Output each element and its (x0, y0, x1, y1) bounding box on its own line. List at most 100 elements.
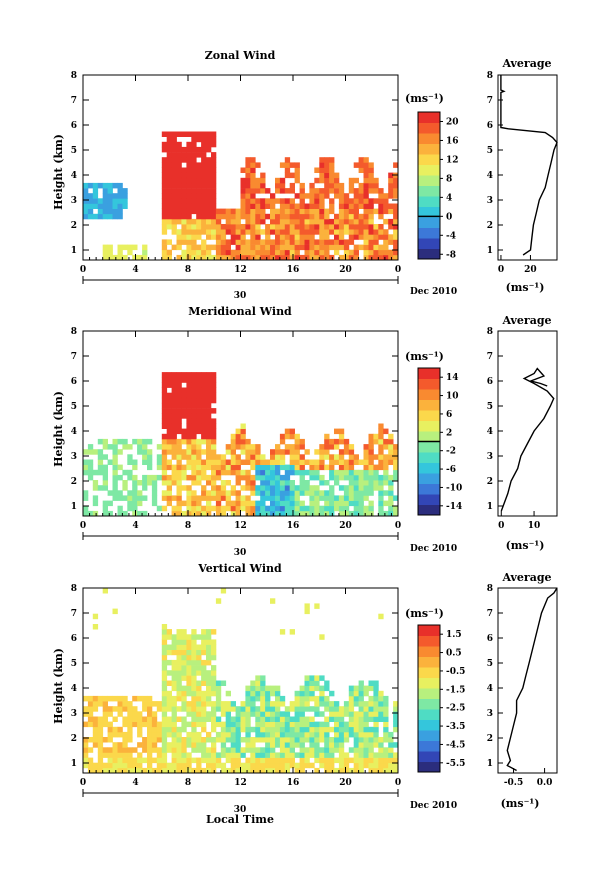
heatmap-cell (324, 182, 330, 189)
heatmap-cell (294, 239, 300, 245)
heatmap-cell (240, 224, 246, 230)
heatmap-cell (240, 193, 246, 199)
heatmap-cell (299, 510, 305, 517)
heatmap-cell (378, 229, 384, 235)
heatmap-cell (275, 737, 281, 743)
heatmap-cell (368, 510, 374, 517)
heatmap-cell (201, 438, 207, 445)
heatmap-cell (383, 459, 389, 465)
heatmap-cell (220, 239, 227, 245)
heatmap-cell (334, 239, 340, 245)
heatmap-cell (353, 690, 359, 697)
heatmap-cell (393, 244, 399, 251)
heatmap-cell (191, 654, 197, 661)
heatmap-cell (358, 218, 364, 225)
heatmap-cell (363, 737, 369, 743)
heatmap-cell (255, 459, 261, 465)
heatmap-cell (112, 495, 118, 501)
heatmap-cell (294, 495, 300, 501)
heatmap-cell (181, 438, 187, 445)
heatmap-cell (353, 762, 359, 769)
heatmap-cell (245, 444, 251, 450)
heatmap-cell (270, 747, 276, 753)
heatmap-cell (289, 454, 295, 460)
heatmap-cell (309, 742, 315, 748)
heatmap-cell (250, 229, 256, 235)
heatmap-cell (270, 500, 276, 507)
heatmap-cell (279, 711, 286, 717)
heatmap-cell (171, 198, 177, 204)
heatmap-cell (186, 474, 192, 481)
heatmap-cell (196, 711, 202, 717)
heatmap-cell (132, 244, 138, 251)
heatmap-cell (211, 721, 217, 728)
heatmap-cell (147, 767, 153, 774)
colorbar-swatch (418, 185, 440, 197)
heatmap-cell (156, 726, 163, 733)
heatmap-cell (176, 695, 182, 702)
heatmap-cell (220, 244, 227, 251)
heatmap-cell (161, 177, 168, 184)
heatmap-cell (348, 254, 355, 261)
heatmap-cell (171, 433, 177, 440)
colorbar-swatch (418, 441, 440, 453)
colorbar-swatch (418, 368, 440, 379)
heatmap-cell (319, 464, 325, 471)
heatmap-cell (235, 229, 241, 235)
heatmap-cell (393, 182, 399, 189)
heatmap-cell (309, 469, 315, 476)
heatmap-cell (255, 711, 261, 717)
heatmap-cell (265, 757, 271, 764)
heatmap-cell (309, 675, 315, 681)
heatmap-cell (161, 397, 168, 404)
heatmap-cell (211, 224, 217, 230)
heatmap-cell (255, 675, 261, 681)
heatmap-cell (220, 737, 227, 743)
heatmap-cell (388, 433, 394, 440)
heatmap-cell (309, 485, 315, 491)
heatmap-cell (284, 157, 291, 163)
heatmap-cell (235, 500, 241, 507)
heatmap-cell (215, 721, 222, 728)
heatmap-cell (309, 500, 315, 507)
heatmap-cell (215, 464, 222, 471)
heatmap-cell (299, 208, 305, 215)
heatmap-cell (240, 198, 246, 204)
heatmap-cell (334, 731, 340, 738)
heatmap-cell (201, 167, 207, 173)
heatmap-cell (230, 249, 236, 256)
heatmap-cell (353, 490, 359, 496)
heatmap-cell (137, 757, 143, 764)
heatmap-cell (334, 495, 340, 501)
heatmap-cell (284, 167, 291, 173)
heatmap-cell (338, 203, 345, 209)
heatmap-cell (102, 213, 108, 220)
colorbar-tick-label: -2.5 (446, 704, 465, 714)
heatmap-cell (191, 162, 197, 168)
x-tick-label: 0 (80, 521, 86, 531)
heatmap-cell (294, 459, 300, 465)
heatmap-cell (388, 444, 394, 450)
heatmap-cell (363, 444, 369, 450)
heatmap-cell (87, 208, 94, 215)
heatmap-cell (127, 767, 133, 774)
heatmap-cell (393, 767, 399, 774)
heatmap-cell (319, 726, 325, 733)
heatmap-cell (211, 418, 217, 424)
colorbar-swatch (418, 730, 440, 741)
heatmap-cell (343, 737, 350, 743)
heatmap-cell (314, 757, 320, 764)
heatmap-cell (383, 229, 389, 235)
heatmap-cell (314, 731, 320, 738)
heatmap-cell (171, 244, 177, 251)
heatmap-cell (343, 193, 350, 199)
heatmap-cell (299, 213, 305, 220)
heatmap-cell (117, 701, 123, 707)
heatmap-cell (334, 229, 340, 235)
y-tick-label: 7 (71, 96, 77, 106)
heatmap-cell (260, 731, 266, 738)
heatmap-cell (319, 167, 325, 173)
heatmap-cell (245, 218, 251, 225)
heatmap-cell (166, 157, 172, 163)
heatmap-cell (304, 469, 310, 476)
